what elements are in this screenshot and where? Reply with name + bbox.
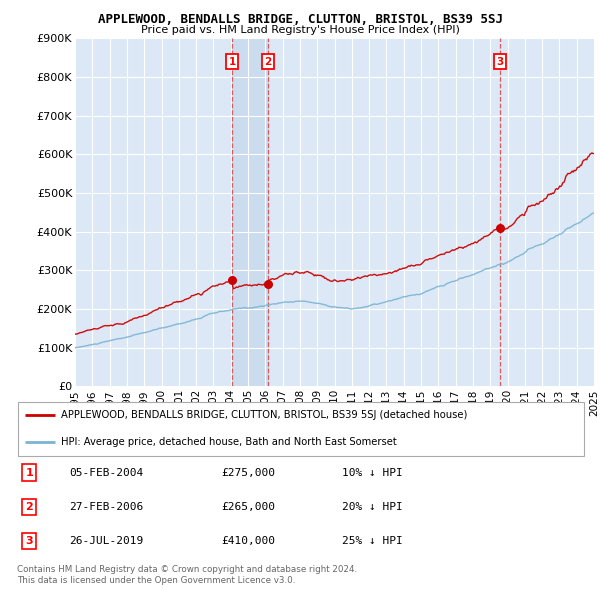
- Point: [495, 223, 505, 232]
- Text: APPLEWOOD, BENDALLS BRIDGE, CLUTTON, BRISTOL, BS39 5SJ: APPLEWOOD, BENDALLS BRIDGE, CLUTTON, BRI…: [97, 13, 503, 26]
- Text: 05-FEB-2004: 05-FEB-2004: [70, 468, 143, 477]
- Text: 27-FEB-2006: 27-FEB-2006: [70, 502, 143, 512]
- Text: 26-JUL-2019: 26-JUL-2019: [70, 536, 143, 546]
- Text: 2: 2: [25, 502, 33, 512]
- Text: £265,000: £265,000: [221, 502, 275, 512]
- Text: APPLEWOOD, BENDALLS BRIDGE, CLUTTON, BRISTOL, BS39 5SJ (detached house): APPLEWOOD, BENDALLS BRIDGE, CLUTTON, BRI…: [61, 410, 467, 420]
- Text: Price paid vs. HM Land Registry's House Price Index (HPI): Price paid vs. HM Land Registry's House …: [140, 25, 460, 35]
- Text: 2: 2: [264, 57, 272, 67]
- Text: £275,000: £275,000: [221, 468, 275, 477]
- Text: 1: 1: [229, 57, 236, 67]
- Point: [227, 276, 237, 285]
- Text: 25% ↓ HPI: 25% ↓ HPI: [341, 536, 403, 546]
- Text: 3: 3: [496, 57, 503, 67]
- Text: Contains HM Land Registry data © Crown copyright and database right 2024.: Contains HM Land Registry data © Crown c…: [17, 565, 357, 574]
- Text: 3: 3: [26, 536, 33, 546]
- Text: 10% ↓ HPI: 10% ↓ HPI: [341, 468, 403, 477]
- Text: £410,000: £410,000: [221, 536, 275, 546]
- Text: 1: 1: [25, 468, 33, 477]
- FancyBboxPatch shape: [18, 402, 584, 456]
- Bar: [232, 38, 268, 386]
- Text: This data is licensed under the Open Government Licence v3.0.: This data is licensed under the Open Gov…: [17, 576, 295, 585]
- Text: 20% ↓ HPI: 20% ↓ HPI: [341, 502, 403, 512]
- Point: [263, 279, 272, 289]
- Text: HPI: Average price, detached house, Bath and North East Somerset: HPI: Average price, detached house, Bath…: [61, 437, 397, 447]
